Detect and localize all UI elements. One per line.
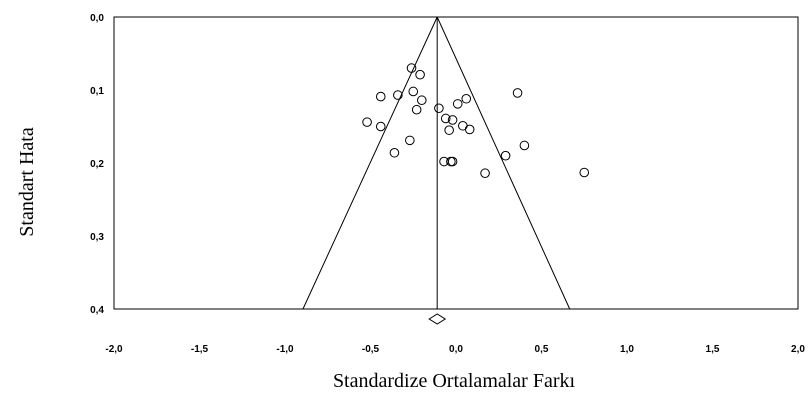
plot-frame [113,16,799,310]
y-tick-label: 0,3 [90,232,104,243]
y-axis: 0,0 0,1 0,2 0,3 0,4 [90,13,104,316]
data-points [362,63,590,179]
x-tick-label: 0,5 [535,344,549,355]
study-point [579,167,590,178]
study-point [415,69,425,80]
y-tick-label: 0,0 [90,13,104,24]
study-point [440,113,451,124]
study-point [405,135,415,146]
study-point [461,93,472,104]
x-axis-title: Standardize Ortalamalar Farkı [333,370,576,392]
y-tick-label: 0,2 [90,159,104,170]
study-point [417,95,427,106]
plot-area [113,16,799,325]
study-point [406,63,417,73]
study-point [447,156,458,167]
funnel-left-line [302,16,438,310]
study-point [393,90,403,100]
x-axis: -2,0 -1,5 -1,0 -0,5 0,0 0,5 1,0 1,5 2,0 [105,344,805,355]
study-point [480,168,490,179]
funnel-right-line [436,16,571,310]
pooled-effect-diamond [428,313,447,325]
study-point [434,103,444,114]
study-point [519,140,530,151]
study-point [447,115,458,125]
study-point [512,88,523,98]
study-point [500,150,511,161]
y-tick-label: 0,1 [90,86,104,97]
x-tick-label: -0,5 [362,344,380,355]
study-point [362,117,372,127]
study-point [389,147,400,158]
study-point [375,91,386,102]
x-tick-label: 0,0 [449,344,463,355]
x-tick-label: -1,0 [276,344,294,355]
x-tick-label: 2,0 [791,344,805,355]
x-tick-label: 1,0 [620,344,634,355]
x-tick-label: -2,0 [105,344,123,355]
study-point [375,121,386,132]
study-point [444,125,454,135]
study-point [464,124,475,135]
y-axis-title: Standart Hata [16,127,38,237]
study-point [408,86,419,97]
y-tick-label: 0,4 [90,305,104,316]
x-tick-label: 1,5 [706,344,720,355]
study-point [452,99,463,109]
x-tick-label: -1,5 [191,344,209,355]
study-point [411,104,422,115]
